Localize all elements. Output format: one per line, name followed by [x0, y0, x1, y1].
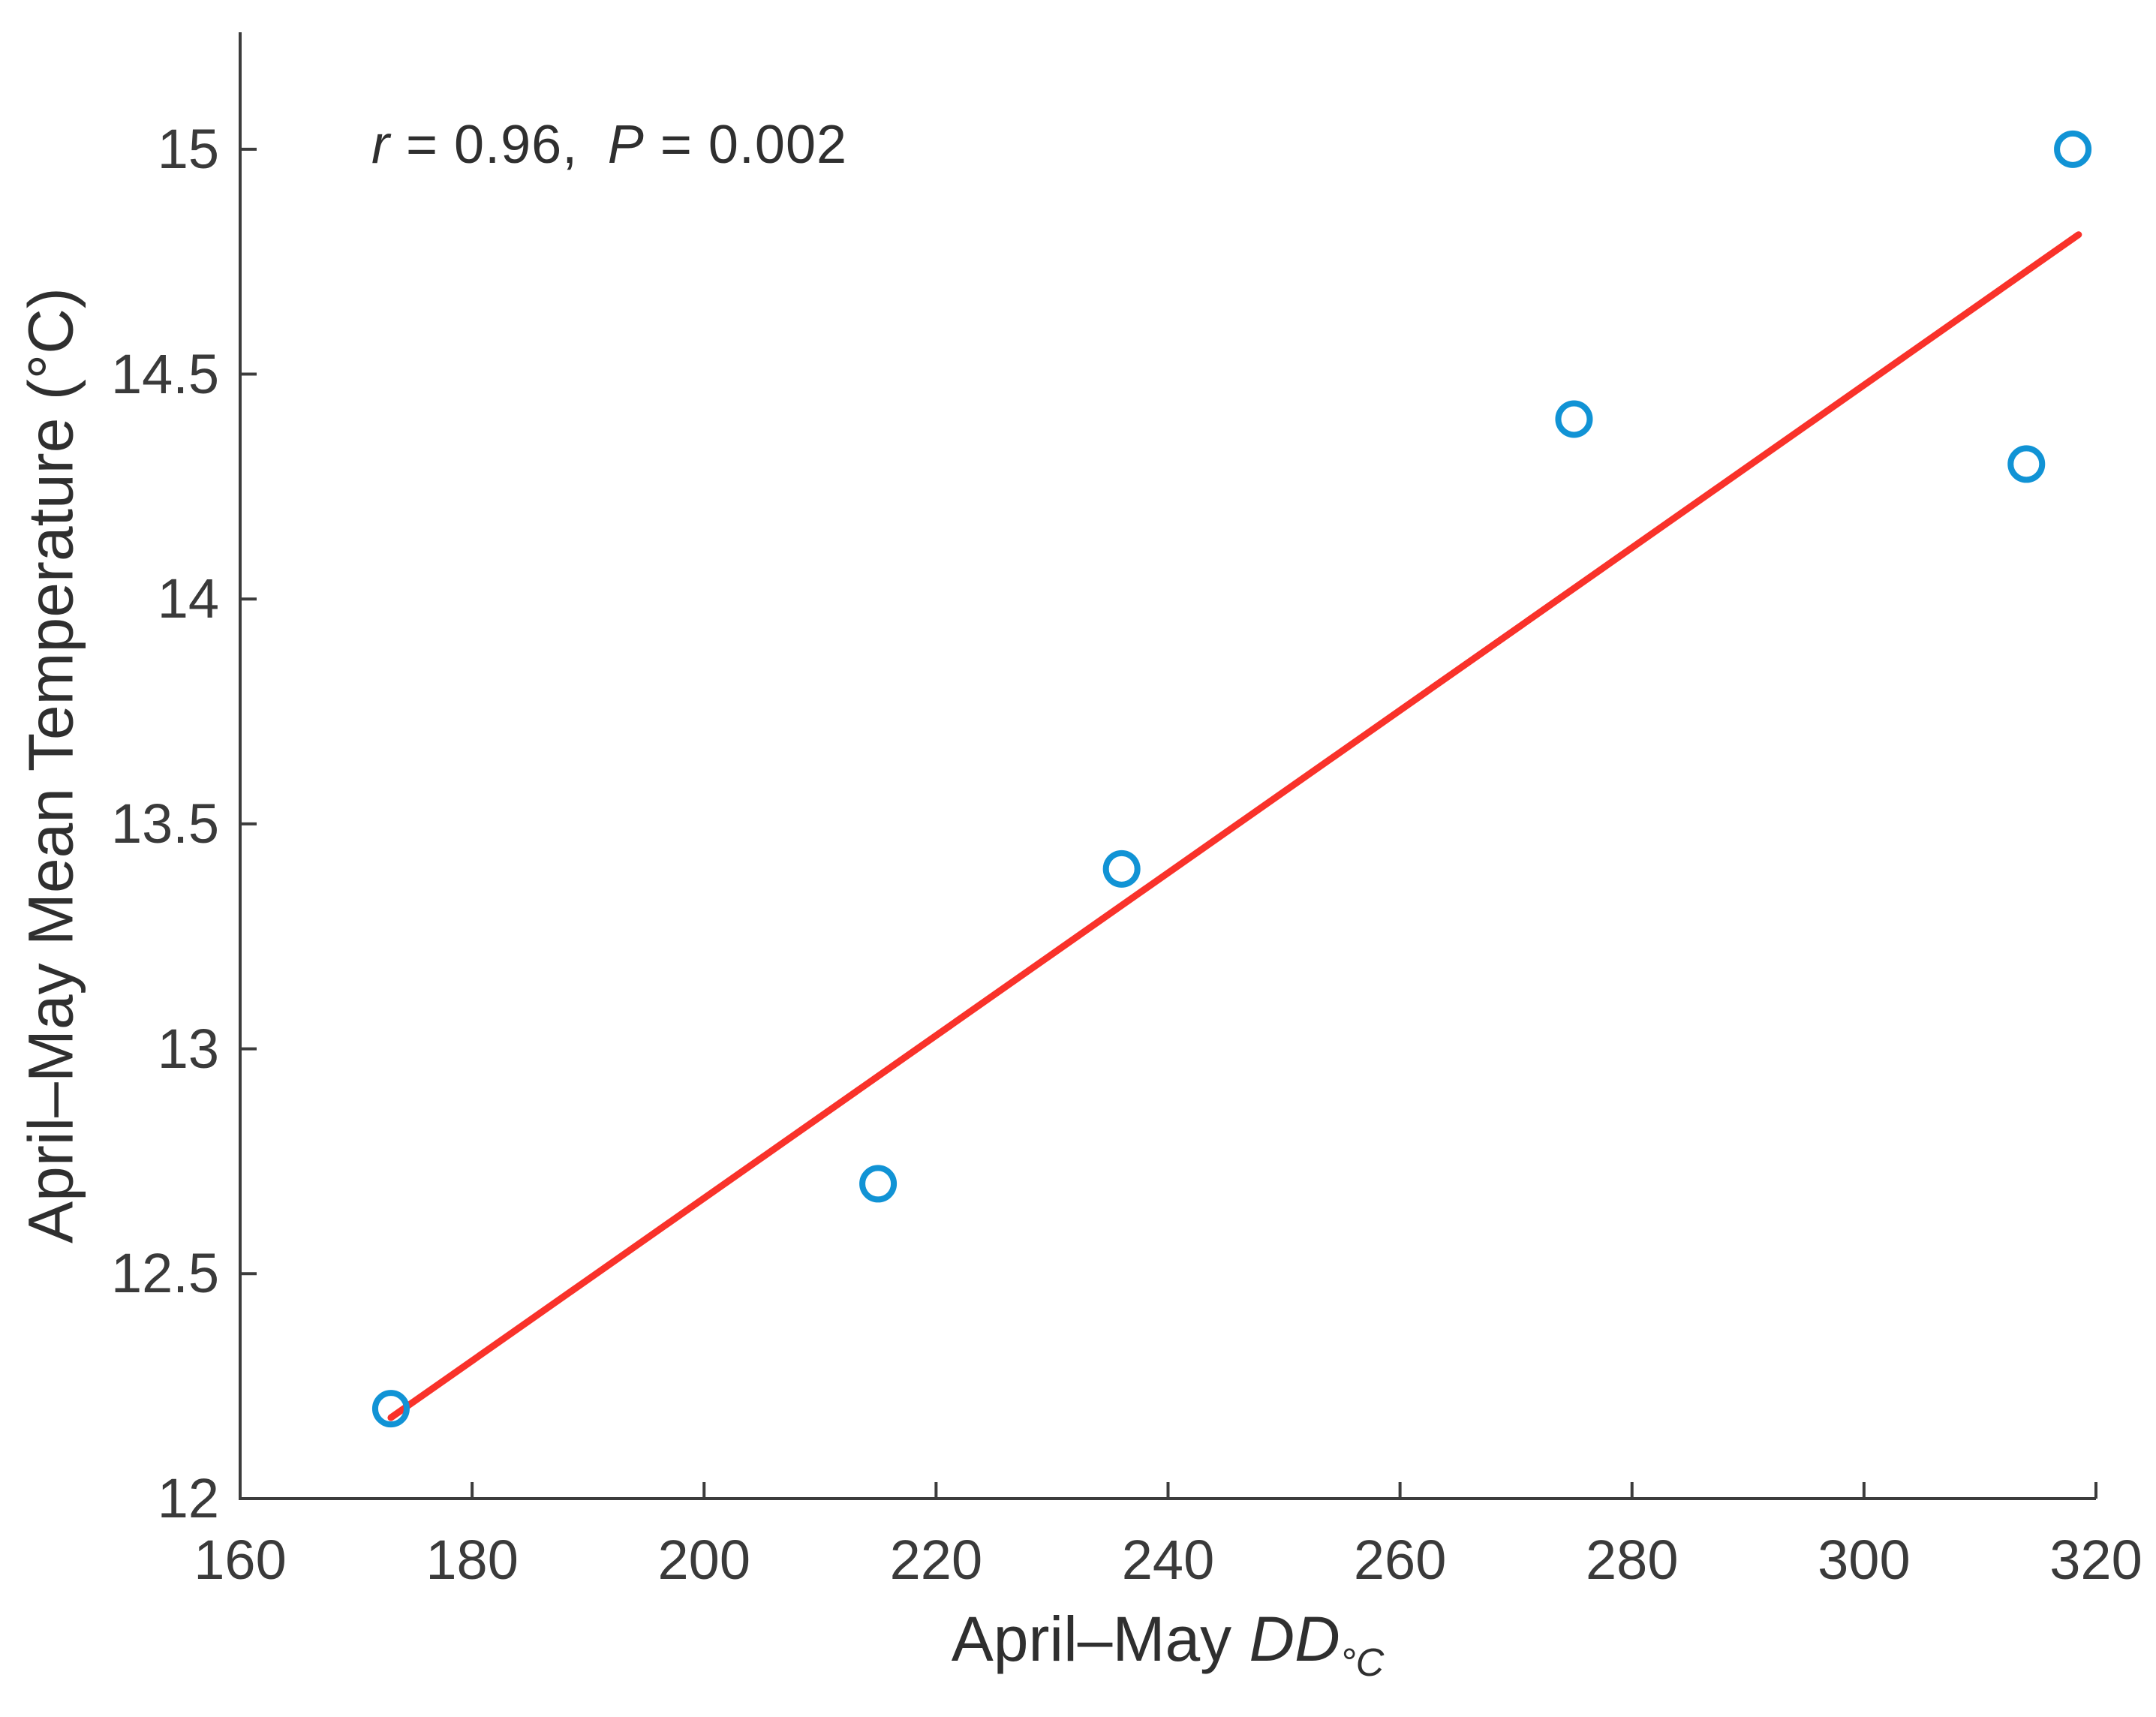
x-tick-label: 220	[889, 1529, 983, 1591]
data-point-marker	[2054, 130, 2092, 168]
x-tick-label: 240	[1121, 1529, 1215, 1591]
regression-line	[387, 231, 2082, 1421]
x-axis-title-symbol: DD	[1249, 1604, 1340, 1674]
data-point-marker	[859, 1165, 898, 1203]
y-tick-label: 12	[157, 1467, 219, 1529]
y-tick-label: 12.5	[110, 1242, 219, 1305]
y-axis-title: April–May Mean Temperature (°C)	[15, 287, 86, 1243]
x-tick-label: 280	[1586, 1529, 1679, 1591]
data-point-marker	[371, 1390, 410, 1428]
x-tick-label: 300	[1818, 1529, 1911, 1591]
y-tick-label: 13.5	[110, 792, 219, 855]
p-symbol: P	[607, 115, 645, 175]
y-tick-label: 15	[157, 117, 219, 180]
x-axis-title-prefix: April–May	[951, 1604, 1249, 1674]
data-point-marker	[1102, 849, 1141, 888]
x-axis-title: April–May DD°C	[952, 1603, 1385, 1685]
x-tick-label: 160	[194, 1529, 287, 1591]
correlation-annotation: r = 0.96, P = 0.002	[371, 114, 847, 176]
x-tick-label: 200	[657, 1529, 750, 1591]
r-symbol: r	[371, 115, 390, 175]
x-tick-label: 260	[1353, 1529, 1447, 1591]
x-tick-label: 320	[2049, 1529, 2142, 1591]
y-tick-label: 13	[157, 1017, 219, 1080]
r-value: = 0.96,	[389, 115, 579, 175]
data-point-marker	[1555, 400, 1593, 438]
y-tick-label: 14	[157, 567, 219, 630]
data-point-marker	[2007, 445, 2046, 483]
axis-spines	[239, 32, 2096, 1500]
y-tick-label: 14.5	[110, 342, 219, 405]
p-value: = 0.002	[644, 115, 848, 175]
x-axis-title-subscript: °C	[1340, 1640, 1385, 1685]
x-tick-label: 180	[425, 1529, 519, 1591]
